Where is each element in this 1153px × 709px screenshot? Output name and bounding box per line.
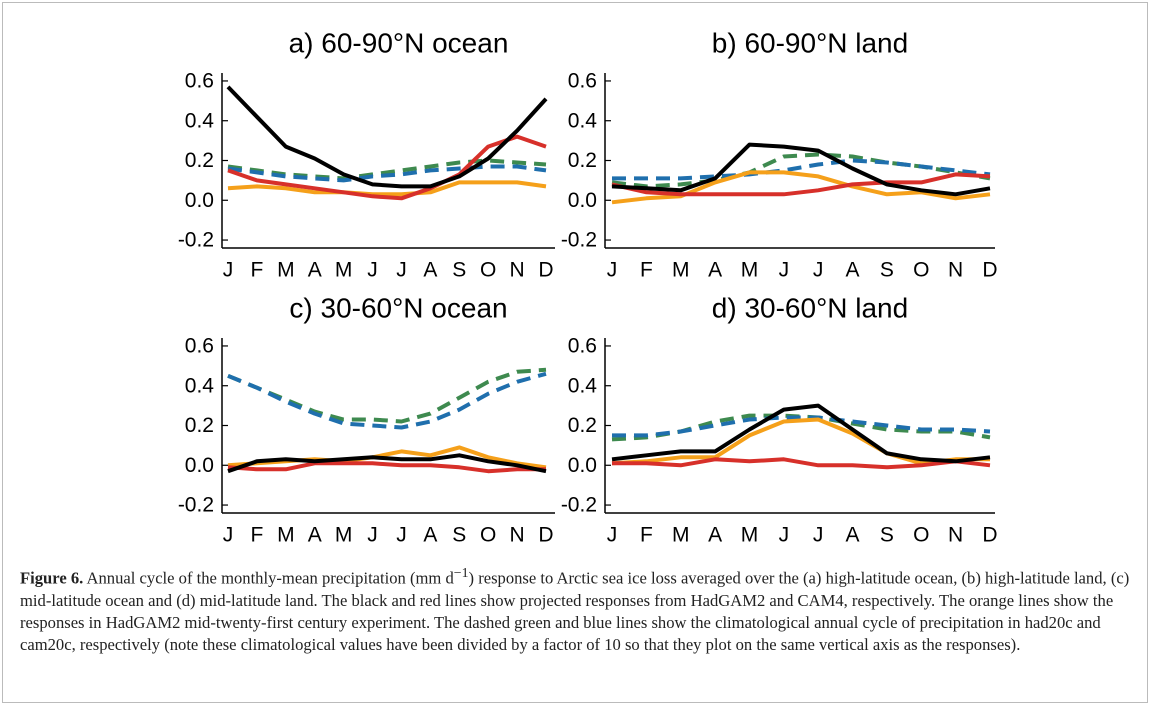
x-tick-label: N: [948, 524, 963, 547]
x-tick-label: J: [396, 259, 407, 282]
x-tick-label: D: [982, 524, 997, 547]
y-tick-label: 0.6: [185, 335, 214, 358]
y-tick-label: -0.2: [178, 229, 214, 252]
series-line: [612, 158, 991, 181]
x-tick-label: S: [880, 524, 894, 547]
series-line: [227, 180, 547, 197]
caption: Figure 6. Annual cycle of the monthly-me…: [20, 562, 1130, 656]
series-line: [611, 417, 990, 466]
x-tick-label: J: [779, 524, 790, 547]
y-tick-label: 0.4: [568, 109, 598, 132]
y-tick-label: 0.0: [568, 454, 597, 477]
x-tick-label: J: [607, 259, 618, 282]
x-tick-label: D: [982, 259, 997, 282]
x-tick-label: M: [277, 524, 295, 547]
x-tick-label: J: [223, 259, 234, 282]
y-tick-label: 0.0: [185, 454, 214, 477]
x-tick-label: M: [672, 259, 690, 282]
x-tick-label: A: [308, 259, 322, 282]
series-line: [611, 170, 991, 205]
caption-label: Figure 6.: [20, 568, 84, 588]
x-tick-label: F: [640, 259, 653, 282]
x-tick-label: O: [480, 524, 496, 547]
x-tick-label: D: [538, 524, 553, 547]
x-tick-label: N: [510, 524, 525, 547]
x-tick-label: F: [640, 524, 653, 547]
x-tick-label: N: [510, 259, 525, 282]
x-tick-label: M: [672, 524, 690, 547]
chart-title: a) 60-90°N ocean: [289, 27, 509, 58]
y-tick-label: 0.4: [185, 374, 215, 397]
y-tick-label: 0.6: [185, 70, 214, 93]
x-tick-label: A: [708, 524, 722, 547]
chart-title: b) 60-90°N land: [712, 27, 908, 58]
series-line: [611, 403, 991, 464]
x-tick-label: J: [813, 524, 824, 547]
x-tick-label: O: [913, 259, 929, 282]
x-tick-label: O: [913, 524, 929, 547]
series-line: [611, 142, 991, 197]
series-line: [611, 172, 991, 197]
x-tick-label: A: [708, 259, 722, 282]
x-tick-label: J: [367, 259, 378, 282]
caption-superscript: −1: [453, 565, 469, 580]
series-line: [612, 457, 991, 470]
x-tick-label: J: [367, 524, 378, 547]
caption-text: ) response to Arctic sea ice loss averag…: [20, 568, 1130, 654]
x-tick-label: J: [813, 259, 824, 282]
x-tick-label: J: [607, 524, 618, 547]
x-tick-label: A: [308, 524, 322, 547]
x-tick-label: J: [779, 259, 790, 282]
y-tick-label: 0.2: [185, 414, 214, 437]
y-tick-label: 0.6: [568, 70, 597, 93]
y-tick-label: 0.2: [568, 414, 597, 437]
y-tick-label: 0.0: [568, 189, 597, 212]
y-tick-label: 0.4: [185, 109, 215, 132]
series-line: [227, 371, 547, 430]
x-tick-label: J: [223, 524, 234, 547]
x-tick-label: A: [423, 524, 437, 547]
series-line: [227, 164, 547, 183]
x-tick-label: A: [846, 259, 860, 282]
series-line: [226, 85, 548, 189]
series-line: [227, 461, 546, 474]
x-tick-label: O: [480, 259, 496, 282]
x-tick-label: A: [846, 524, 860, 547]
caption-text: Annual cycle of the monthly-mean precipi…: [83, 568, 454, 588]
x-tick-label: F: [250, 259, 263, 282]
y-tick-label: 0.4: [568, 374, 598, 397]
x-tick-label: A: [423, 259, 437, 282]
chart-title: c) 30-60°N ocean: [289, 292, 507, 323]
x-tick-label: J: [396, 524, 407, 547]
series-line: [227, 134, 547, 201]
x-tick-label: D: [538, 259, 553, 282]
y-tick-label: -0.2: [561, 229, 597, 252]
x-tick-label: M: [335, 259, 353, 282]
y-tick-label: -0.2: [178, 494, 214, 517]
x-tick-label: M: [277, 259, 295, 282]
x-tick-label: S: [452, 524, 466, 547]
x-tick-label: M: [335, 524, 353, 547]
y-tick-label: 0.2: [568, 149, 597, 172]
x-tick-label: F: [250, 524, 263, 547]
y-tick-label: -0.2: [561, 494, 597, 517]
x-tick-label: S: [452, 259, 466, 282]
y-tick-label: 0.2: [185, 149, 214, 172]
x-tick-label: M: [741, 259, 759, 282]
series-line: [227, 453, 547, 474]
x-tick-label: M: [741, 524, 759, 547]
y-tick-label: 0.6: [568, 335, 597, 358]
chart-title: d) 30-60°N land: [712, 292, 908, 323]
x-tick-label: N: [948, 259, 963, 282]
y-tick-label: 0.0: [185, 189, 214, 212]
x-tick-label: S: [880, 259, 894, 282]
series-line: [612, 415, 991, 438]
